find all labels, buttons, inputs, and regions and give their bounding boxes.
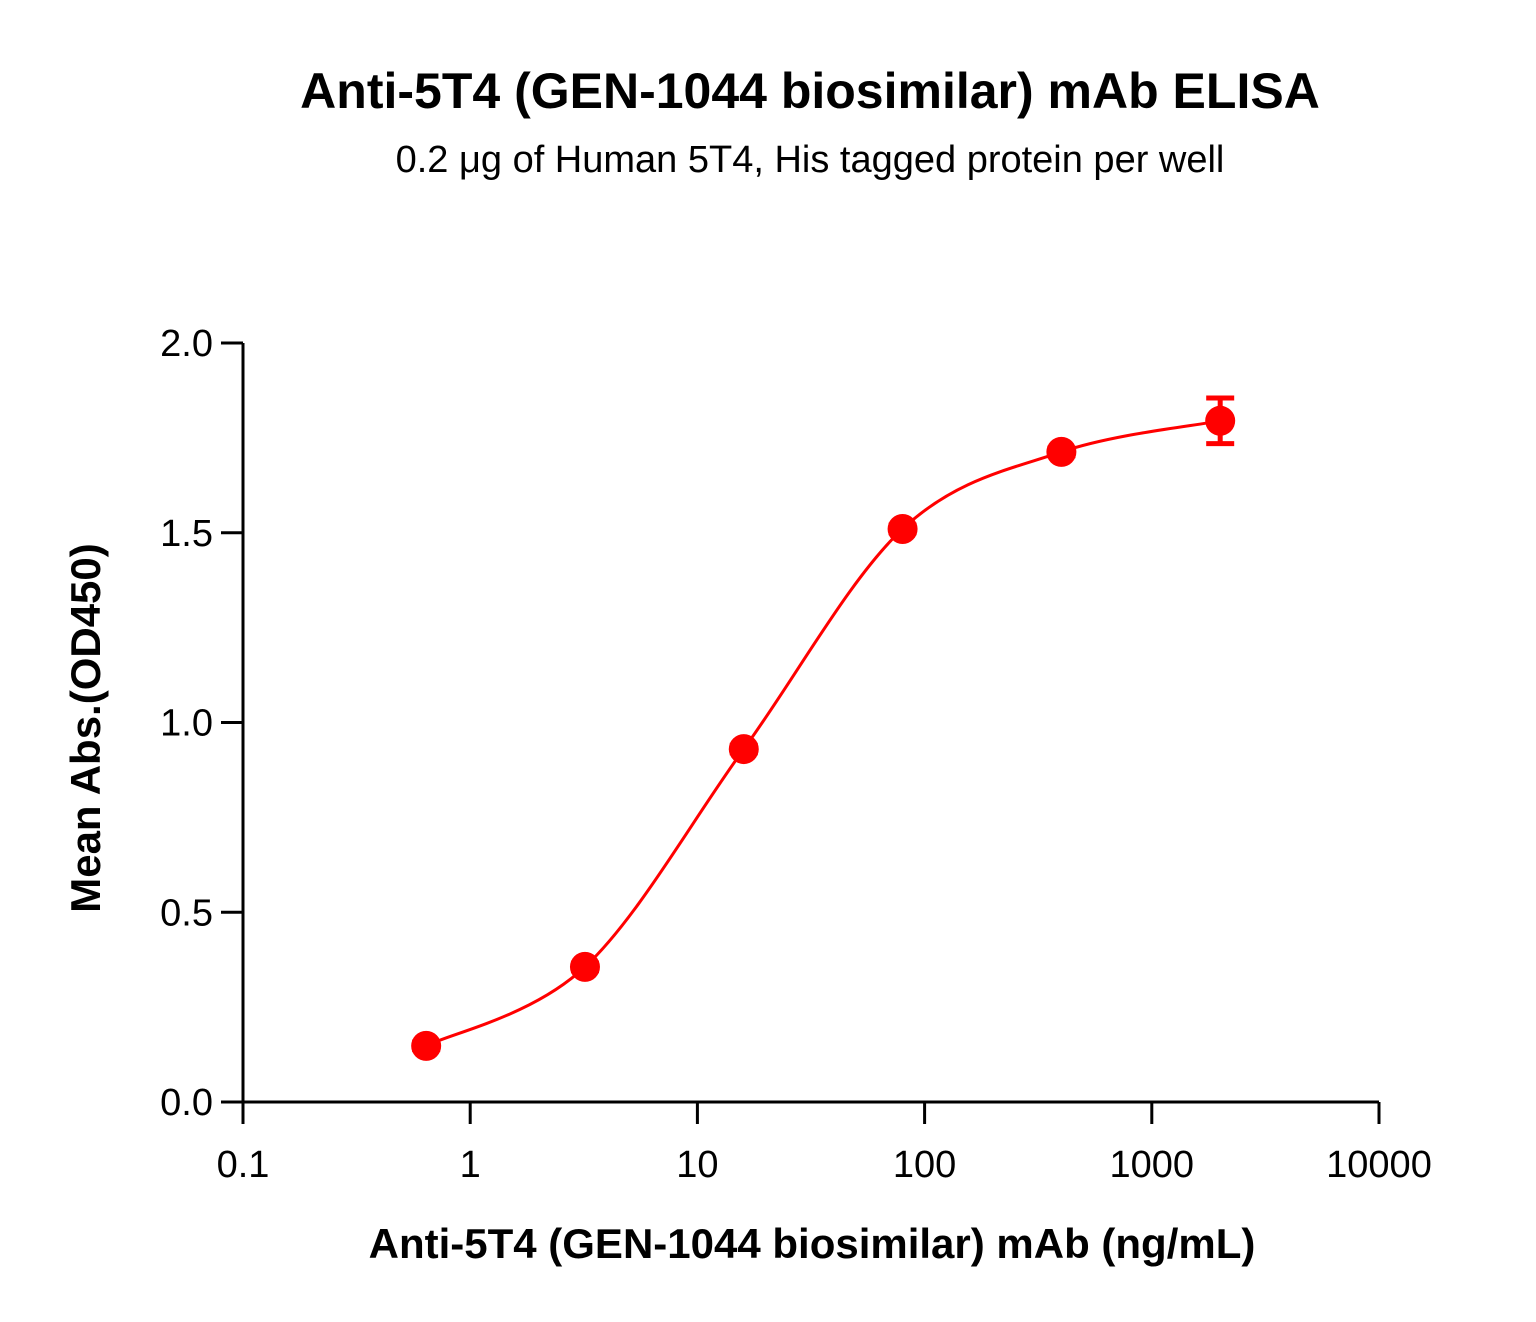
- data-point: [1046, 436, 1077, 467]
- x-tick-label: 100: [893, 1144, 956, 1186]
- y-tick-label: 1.0: [160, 703, 213, 745]
- x-tick-label: 1: [460, 1144, 481, 1186]
- chart-title: Anti-5T4 (GEN-1044 biosimilar) mAb ELISA: [300, 63, 1320, 119]
- fit-curve: [425, 419, 1221, 1048]
- chart-subtitle: 0.2 μg of Human 5T4, His tagged protein …: [396, 139, 1225, 181]
- y-tick-label: 0.0: [160, 1082, 213, 1124]
- x-tick-label: 0.1: [217, 1144, 270, 1186]
- y-tick-label: 1.5: [160, 513, 213, 555]
- data-point: [569, 951, 600, 982]
- y-axis-title: Mean Abs.(OD450): [62, 543, 109, 913]
- y-tick-label: 2.0: [160, 323, 213, 365]
- data-point: [1205, 405, 1236, 436]
- x-tick-label: 10: [676, 1144, 718, 1186]
- y-tick-label: 0.5: [160, 892, 213, 934]
- x-axis-title: Anti-5T4 (GEN-1044 biosimilar) mAb (ng/m…: [369, 1220, 1256, 1267]
- data-point: [887, 513, 918, 544]
- data-point: [411, 1030, 442, 1061]
- data-point: [728, 734, 759, 765]
- x-tick-label: 10000: [1326, 1144, 1432, 1186]
- x-tick-label: 1000: [1110, 1144, 1195, 1186]
